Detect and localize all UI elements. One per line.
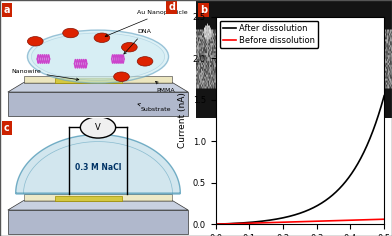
- Line: After dissolution: After dissolution: [216, 96, 384, 224]
- Text: PMMA: PMMA: [156, 81, 176, 93]
- Before dissolution: [293, 220, 298, 223]
- Legend: After dissolution, Before dissolution: After dissolution, Before dissolution: [220, 21, 318, 48]
- Circle shape: [94, 33, 110, 42]
- Polygon shape: [55, 196, 122, 201]
- Circle shape: [122, 42, 137, 52]
- Y-axis label: Current (nA): Current (nA): [178, 93, 187, 148]
- Text: c: c: [4, 123, 10, 133]
- Circle shape: [114, 72, 129, 81]
- Polygon shape: [8, 92, 188, 116]
- Polygon shape: [8, 210, 188, 234]
- Text: d: d: [169, 2, 175, 12]
- After dissolution: [351, 169, 356, 172]
- Circle shape: [27, 37, 43, 46]
- After dissolution: [294, 213, 299, 216]
- Before dissolution: [378, 218, 383, 221]
- Text: 0.3 M NaCl: 0.3 M NaCl: [75, 163, 121, 172]
- Line: Before dissolution: Before dissolution: [216, 219, 384, 224]
- Text: Substrate: Substrate: [138, 104, 172, 112]
- Circle shape: [80, 117, 116, 138]
- Before dissolution: [305, 220, 309, 223]
- Polygon shape: [8, 83, 188, 92]
- Text: Nanowire: Nanowire: [12, 69, 79, 80]
- Before dissolution: [351, 219, 356, 222]
- Polygon shape: [8, 201, 188, 210]
- After dissolution: [213, 223, 218, 226]
- Ellipse shape: [31, 33, 165, 80]
- Before dissolution: [213, 223, 218, 226]
- Before dissolution: [314, 220, 318, 223]
- Before dissolution: [382, 218, 387, 221]
- Text: 200 nm: 200 nm: [337, 97, 359, 102]
- Text: Au Nanoparticle: Au Nanoparticle: [105, 10, 188, 37]
- Text: a: a: [4, 5, 11, 15]
- After dissolution: [305, 209, 309, 212]
- Polygon shape: [24, 194, 172, 201]
- After dissolution: [293, 213, 298, 216]
- Polygon shape: [55, 78, 122, 83]
- After dissolution: [314, 205, 318, 208]
- Ellipse shape: [27, 30, 169, 83]
- Before dissolution: [294, 220, 299, 223]
- Polygon shape: [24, 76, 172, 83]
- Text: DNA: DNA: [124, 29, 151, 54]
- Text: b: b: [200, 5, 207, 15]
- Text: V: V: [95, 123, 101, 132]
- Polygon shape: [16, 135, 180, 194]
- Circle shape: [63, 28, 78, 38]
- After dissolution: [378, 108, 383, 111]
- Circle shape: [137, 57, 153, 66]
- After dissolution: [382, 94, 387, 97]
